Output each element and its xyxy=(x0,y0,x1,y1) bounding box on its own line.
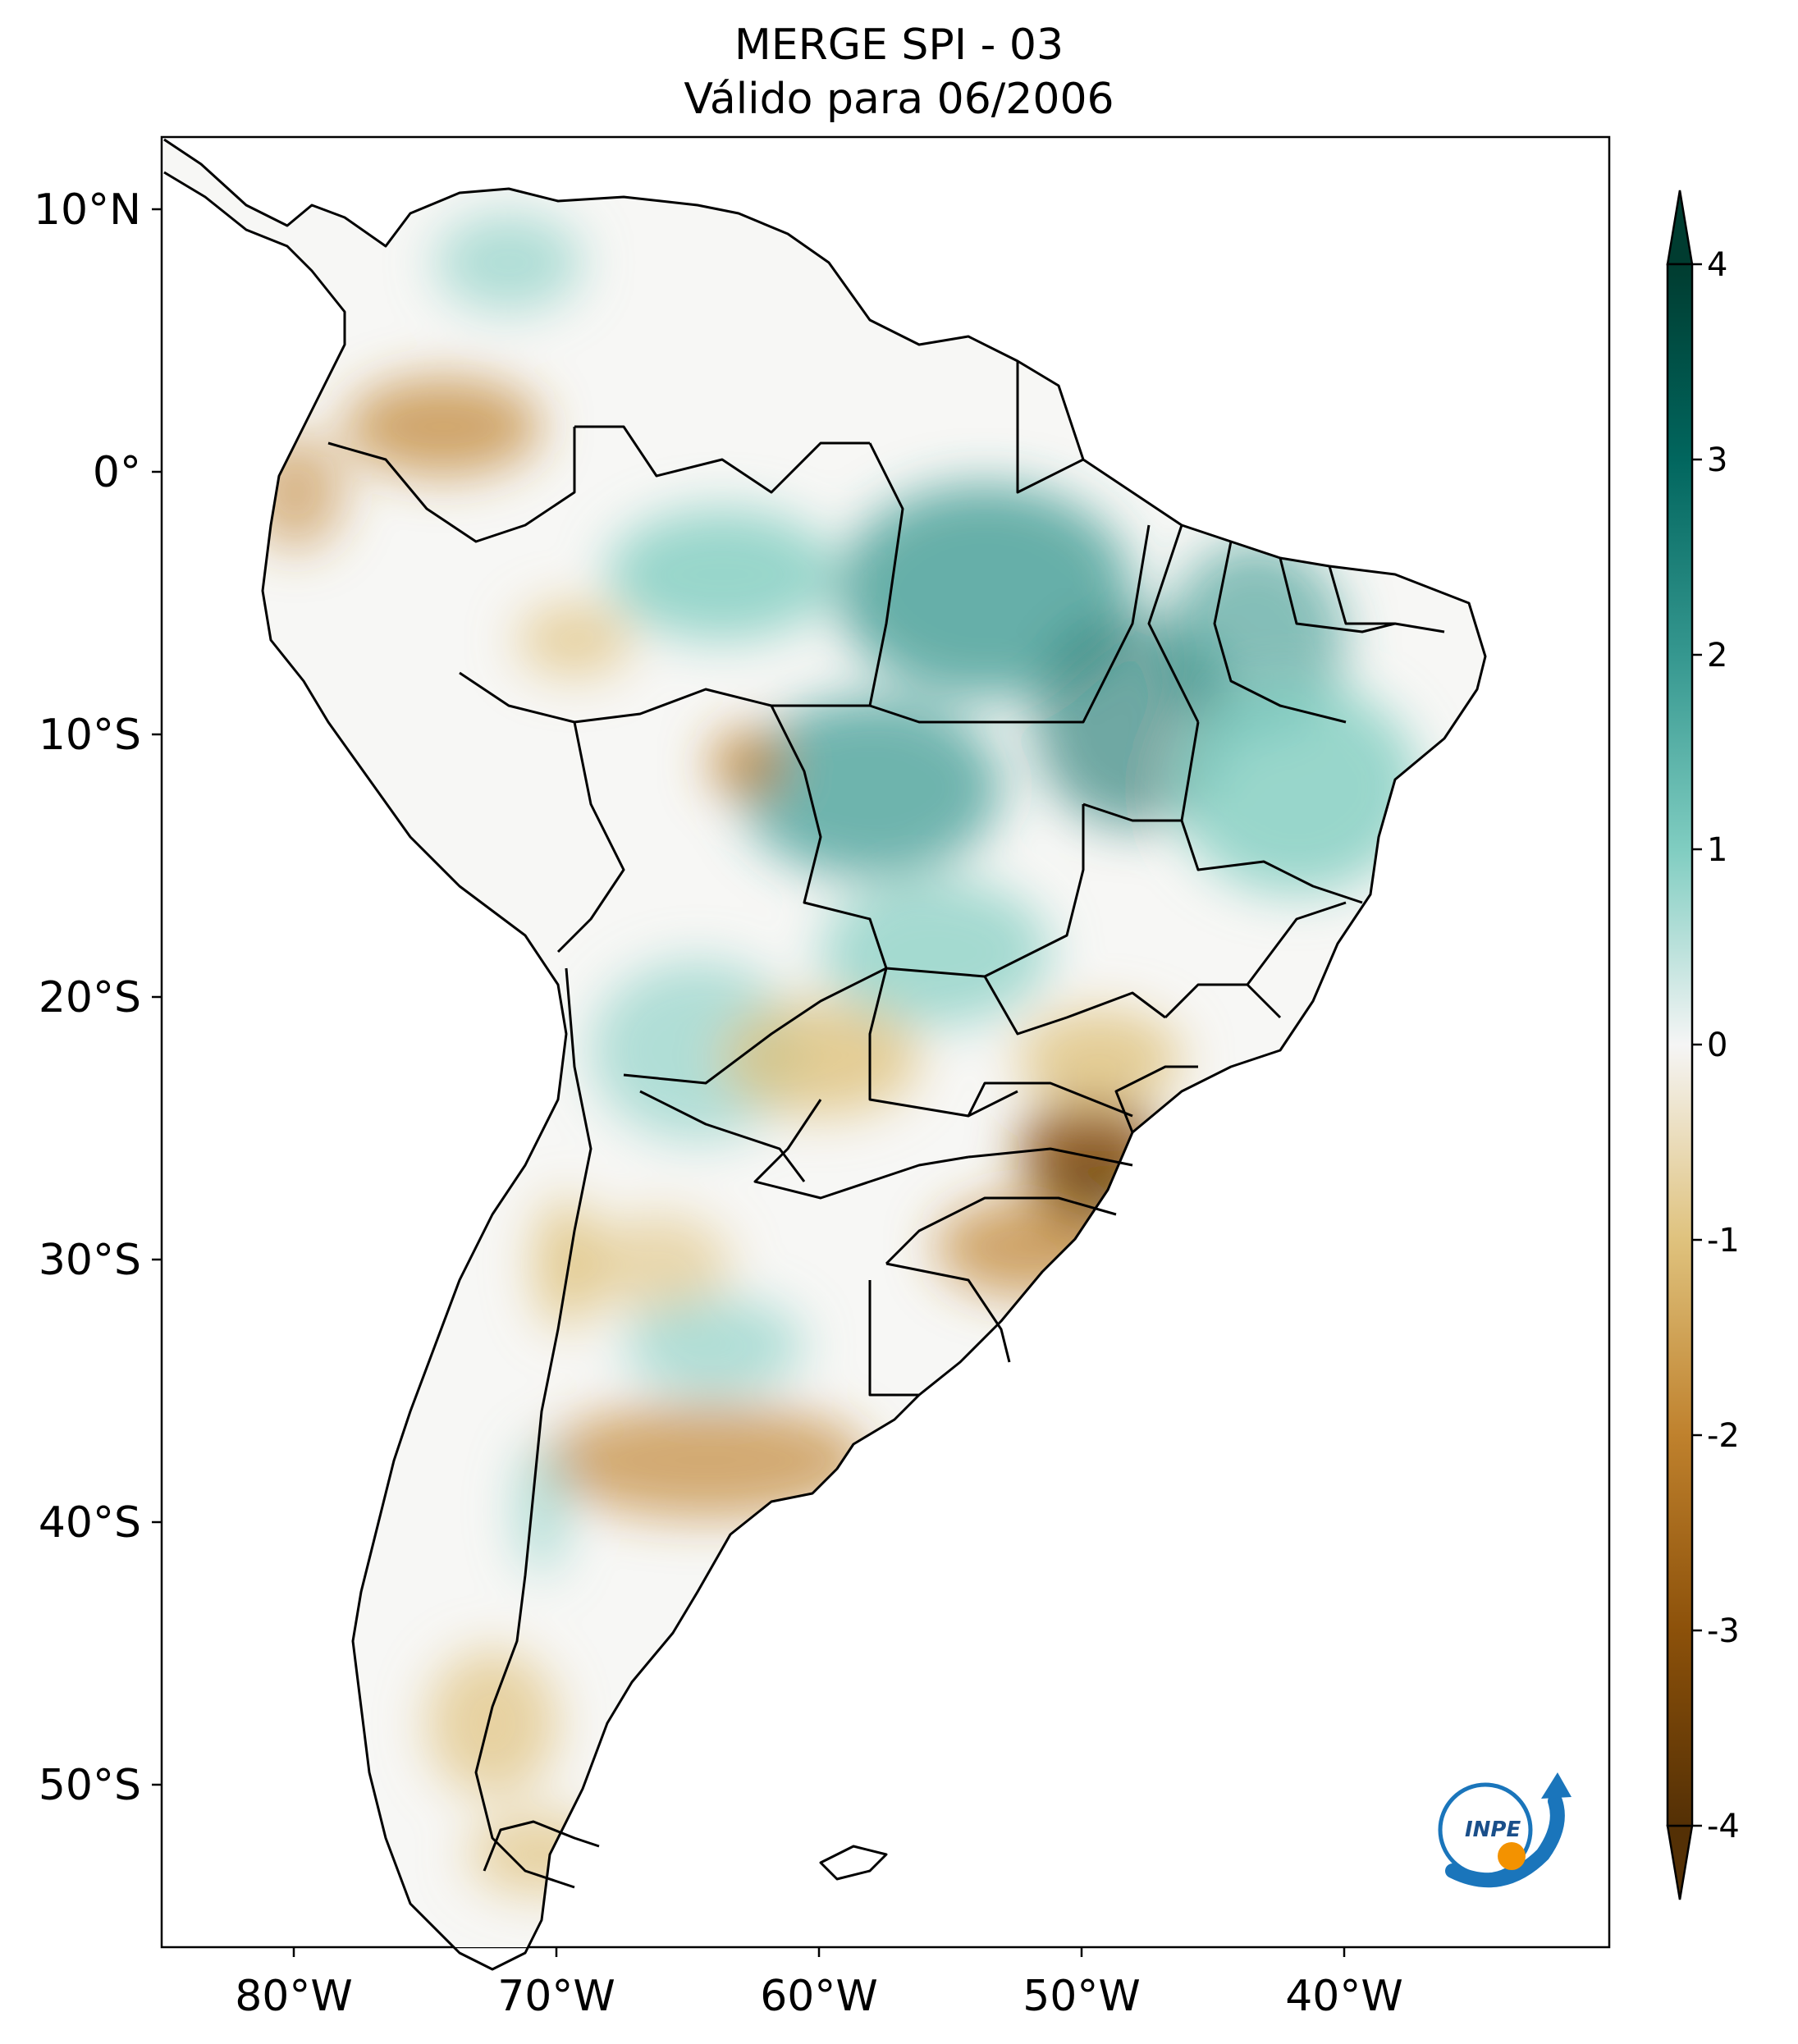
coastline xyxy=(163,138,1487,1971)
x-tick-40w: 40°W xyxy=(1285,1972,1403,2021)
title-line-2: Válido para 06/2006 xyxy=(684,75,1114,124)
colorbar-extend-low xyxy=(1666,1824,1694,1900)
colorbar-tick: 4 xyxy=(1707,246,1727,284)
boundaries xyxy=(163,138,1487,1971)
y-tick-0: 0° xyxy=(93,448,141,497)
map-title: MERGE SPI - 03 Válido para 06/2006 xyxy=(0,18,1798,126)
logo-sun-icon xyxy=(1498,1842,1526,1870)
y-tick-20s: 20°S xyxy=(39,973,141,1022)
y-tick-40s: 40°S xyxy=(39,1498,141,1548)
colorbar-tick: -1 xyxy=(1707,1222,1740,1260)
colorbar-tick: 3 xyxy=(1707,441,1727,479)
colorbar-body xyxy=(1666,263,1694,1827)
inpe-logo: INPE xyxy=(1438,1772,1572,1888)
x-tick-60w: 60°W xyxy=(760,1972,878,2021)
x-tick-70w: 70°W xyxy=(497,1972,615,2021)
y-tick-30s: 30°S xyxy=(39,1236,141,1285)
colorbar-tick: 1 xyxy=(1707,831,1727,869)
colorbar-extend-high xyxy=(1666,190,1694,266)
title-line-1: MERGE SPI - 03 xyxy=(734,21,1064,70)
y-tick-50s: 50°S xyxy=(39,1761,141,1810)
y-tick-10s: 10°S xyxy=(39,711,141,760)
x-axis: 80°W 70°W 60°W 50°W 40°W xyxy=(235,1947,1403,2021)
x-tick-50w: 50°W xyxy=(1023,1972,1141,2021)
colorbar-tick: -3 xyxy=(1707,1612,1740,1650)
x-tick-80w: 80°W xyxy=(235,1972,353,2021)
colorbar-tick: -2 xyxy=(1707,1417,1740,1455)
logo-text: INPE xyxy=(1465,1818,1521,1842)
colorbar: 4 3 2 1 0 -1 -2 -3 -4 xyxy=(1666,190,1740,1900)
colorbar-tick: 0 xyxy=(1707,1027,1727,1064)
colorbar-tick: 2 xyxy=(1707,637,1727,674)
colorbar-tick: -4 xyxy=(1707,1808,1740,1845)
y-tick-10n: 10°N xyxy=(34,185,141,235)
y-axis: 10°N 0° 10°S 20°S 30°S 40°S 50°S xyxy=(34,185,162,1810)
